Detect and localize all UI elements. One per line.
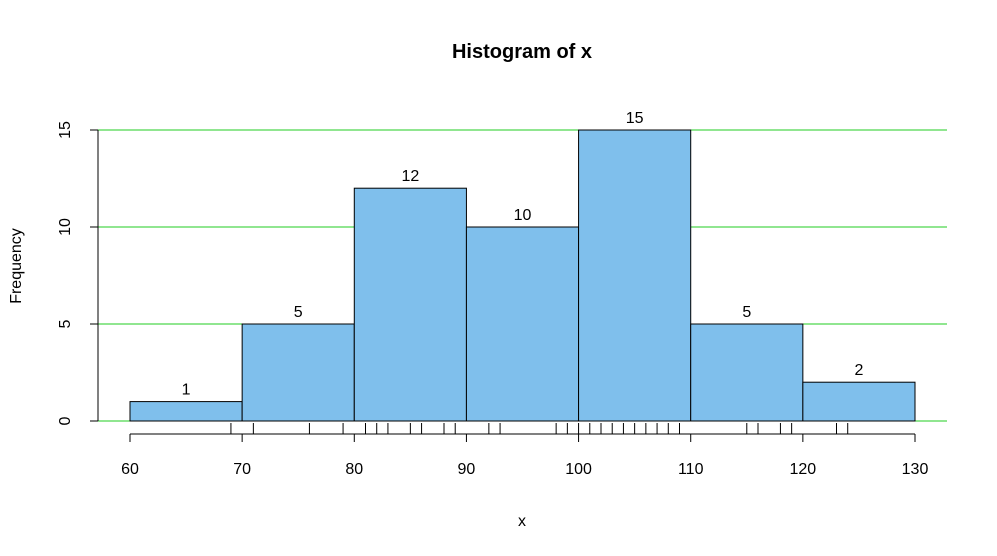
y-tick-label: 15 xyxy=(57,121,74,139)
bar-data-label: 5 xyxy=(294,304,303,321)
bar-data-label: 10 xyxy=(514,207,532,224)
x-tick-label: 130 xyxy=(902,461,929,478)
bar-data-label: 1 xyxy=(182,382,191,399)
y-tick-label: 5 xyxy=(57,319,74,328)
chart-title: Histogram of x xyxy=(452,41,592,63)
rug-marks xyxy=(230,423,849,434)
histogram-bar xyxy=(802,381,916,422)
bar-data-label: 12 xyxy=(401,168,419,185)
x-tick-label: 120 xyxy=(790,461,817,478)
x-tick-label: 60 xyxy=(121,461,139,478)
y-tick-label: 0 xyxy=(57,416,74,425)
bar-data-label: 2 xyxy=(854,362,863,379)
x-axis-label: x xyxy=(518,513,526,530)
x-tick-label: 90 xyxy=(458,461,476,478)
histogram-bar xyxy=(241,323,355,422)
histogram-bar xyxy=(465,226,580,422)
histogram-bar xyxy=(129,401,243,422)
y-tick-label: 10 xyxy=(57,218,74,236)
y-axis-label: Frequency xyxy=(8,228,25,304)
histogram-bar xyxy=(353,187,467,422)
bars xyxy=(129,129,916,422)
x-tick-label: 70 xyxy=(233,461,251,478)
x-tick-label: 80 xyxy=(345,461,363,478)
histogram-bar xyxy=(578,129,692,422)
x-tick-label: 110 xyxy=(678,461,704,478)
x-axis: 60 70 80 90 100 110 120 130 xyxy=(121,433,929,478)
y-axis: 0 5 10 15 xyxy=(57,121,99,425)
bar-data-label: 15 xyxy=(626,110,644,127)
x-tick-label: 100 xyxy=(565,461,592,478)
histogram-bar xyxy=(690,323,804,422)
bar-data-label: 5 xyxy=(742,304,751,321)
